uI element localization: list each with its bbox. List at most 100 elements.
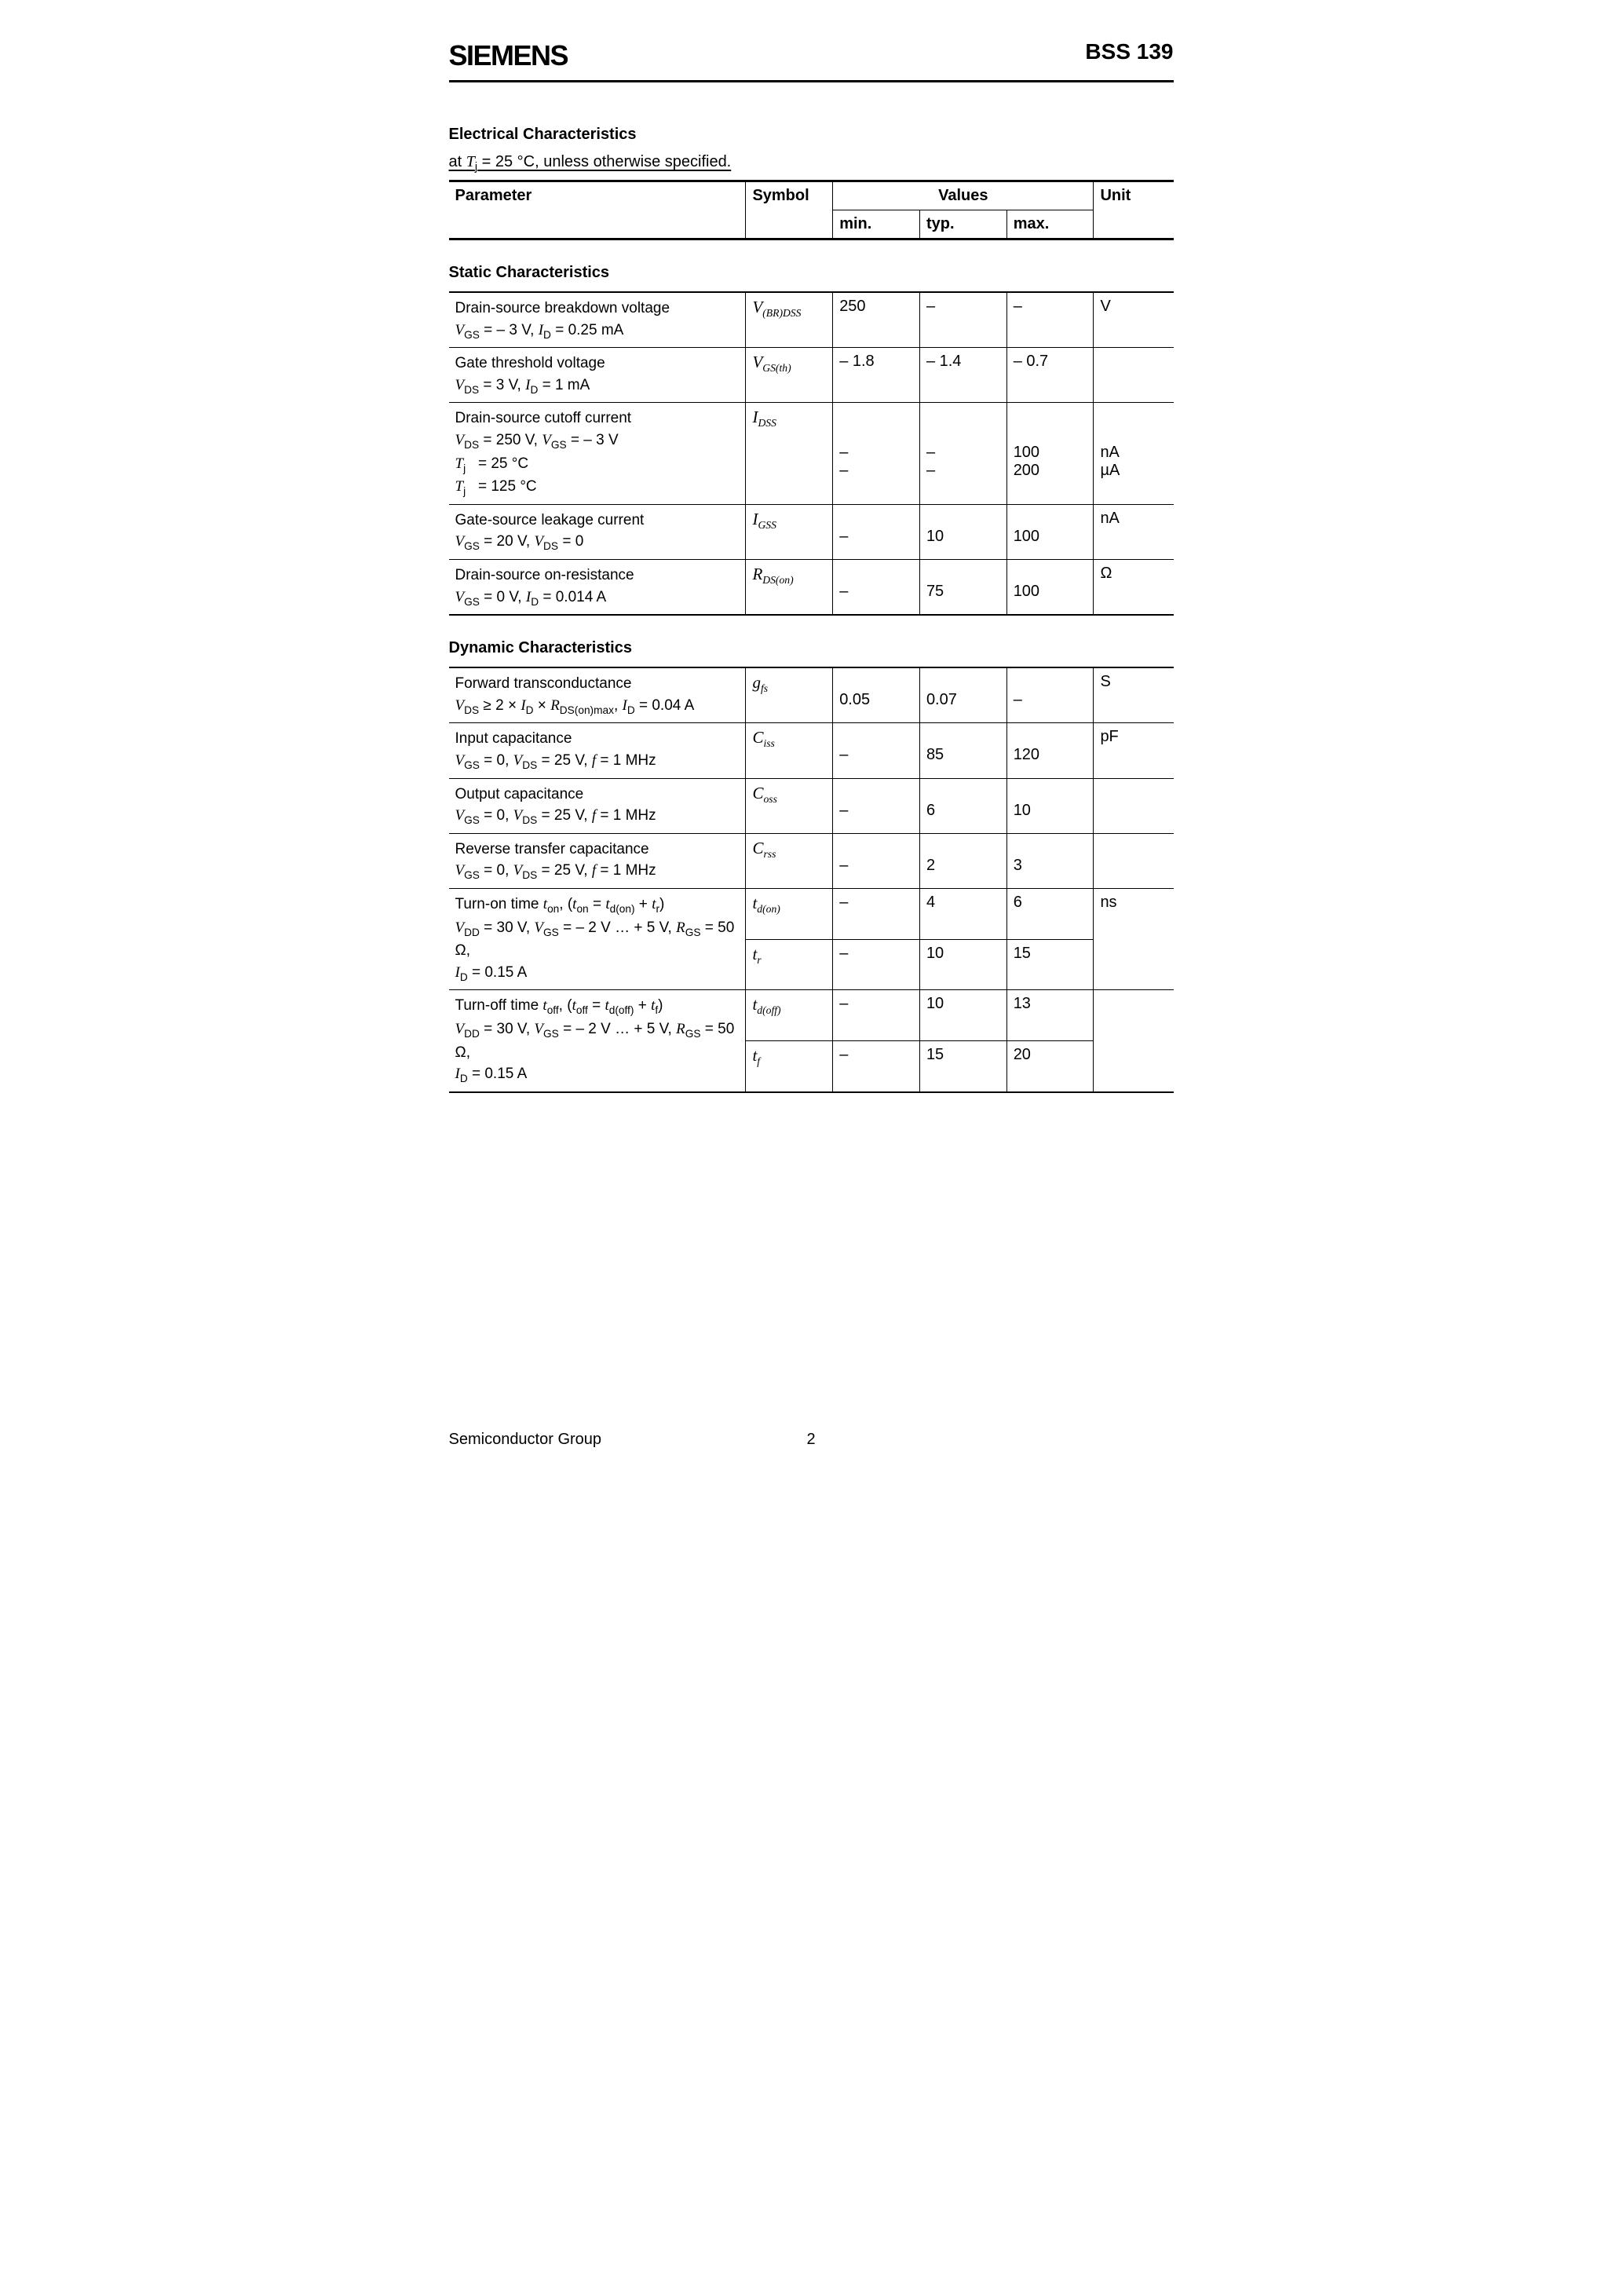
cell-max: – [1006, 292, 1094, 348]
cell-parameter: Output capacitanceVGS = 0, VDS = 25 V, f… [449, 778, 746, 833]
cell-max: 100 [1006, 560, 1094, 616]
cell-parameter: Gate-source leakage currentVGS = 20 V, V… [449, 504, 746, 559]
cell-typ: – 1.4 [919, 348, 1006, 403]
condition-suffix: = 25 °C, unless otherwise specified. [477, 153, 731, 170]
cell-symbol: Ciss [746, 723, 833, 778]
condition-prefix: at [449, 153, 466, 170]
cell-unit [1094, 348, 1174, 403]
cell-min: – [833, 990, 920, 1041]
table-row: Reverse transfer capacitanceVGS = 0, VDS… [449, 833, 1174, 888]
cell-parameter: Drain-source on-resistanceVGS = 0 V, ID … [449, 560, 746, 616]
column-header-table: Parameter Symbol Values Unit min. typ. m… [449, 180, 1174, 240]
cell-typ: 10 [919, 504, 1006, 559]
cell-parameter: Turn-on time ton, (ton = td(on) + tr)VDD… [449, 888, 746, 989]
cell-typ: 6 [919, 778, 1006, 833]
page-footer: Semiconductor Group 2 [449, 1431, 1174, 1449]
cell-symbol: td(off) [746, 990, 833, 1041]
table-row: Input capacitanceVGS = 0, VDS = 25 V, f … [449, 723, 1174, 778]
cell-typ: – [919, 292, 1006, 348]
cell-typ: 2 [919, 833, 1006, 888]
cell-min: 250 [833, 292, 920, 348]
cell-unit: nA [1094, 504, 1174, 559]
cell-symbol: gfs [746, 667, 833, 723]
cell-unit: ns [1094, 888, 1174, 989]
static-characteristics-table: Drain-source breakdown voltageVGS = – 3 … [449, 291, 1174, 616]
condition-line: at Tj = 25 °C, unless otherwise specifie… [449, 153, 1174, 178]
brand-logo: SIEMENS [449, 39, 568, 72]
cell-parameter: Drain-source cutoff currentVDS = 250 V, … [449, 403, 746, 504]
cell-typ: 75 [919, 560, 1006, 616]
cell-max: 100 [1006, 504, 1094, 559]
cell-symbol: RDS(on) [746, 560, 833, 616]
cell-unit [1094, 990, 1174, 1092]
dynamic-characteristics-table: Forward transconductanceVDS ≥ 2 × ID × R… [449, 667, 1174, 1093]
table-row: Forward transconductanceVDS ≥ 2 × ID × R… [449, 667, 1174, 723]
cell-parameter: Forward transconductanceVDS ≥ 2 × ID × R… [449, 667, 746, 723]
cell-max: 15 [1006, 939, 1094, 990]
cell-min: – [833, 888, 920, 939]
cell-symbol: Crss [746, 833, 833, 888]
cell-parameter: Gate threshold voltageVDS = 3 V, ID = 1 … [449, 348, 746, 403]
cell-symbol: V(BR)DSS [746, 292, 833, 348]
cell-unit [1094, 833, 1174, 888]
cell-unit: nAµA [1094, 403, 1174, 504]
page-header: SIEMENS BSS 139 [449, 39, 1174, 82]
cell-parameter: Drain-source breakdown voltageVGS = – 3 … [449, 292, 746, 348]
cell-symbol: IDSS [746, 403, 833, 504]
section-title-static: Static Characteristics [449, 264, 1174, 282]
section-title-electrical: Electrical Characteristics [449, 126, 1174, 144]
cell-typ: 0.07 [919, 667, 1006, 723]
footer-page-number: 2 [806, 1431, 815, 1449]
section-title-dynamic: Dynamic Characteristics [449, 639, 1174, 657]
cell-unit [1094, 778, 1174, 833]
cell-typ: –– [919, 403, 1006, 504]
col-parameter: Parameter [449, 181, 746, 239]
cell-symbol: tr [746, 939, 833, 990]
col-max: max. [1006, 210, 1094, 239]
condition-symbol: T [466, 153, 475, 170]
cell-parameter: Turn-off time toff, (toff = td(off) + tf… [449, 990, 746, 1092]
cell-symbol: Coss [746, 778, 833, 833]
table-row: Drain-source breakdown voltageVGS = – 3 … [449, 292, 1174, 348]
cell-typ: 10 [919, 939, 1006, 990]
cell-min: – [833, 778, 920, 833]
cell-symbol: td(on) [746, 888, 833, 939]
cell-typ: 15 [919, 1041, 1006, 1092]
table-row: Output capacitanceVGS = 0, VDS = 25 V, f… [449, 778, 1174, 833]
footer-left: Semiconductor Group [449, 1431, 602, 1449]
cell-min: – [833, 504, 920, 559]
cell-min: – [833, 833, 920, 888]
table-row: Turn-off time toff, (toff = td(off) + tf… [449, 990, 1174, 1041]
cell-max: 13 [1006, 990, 1094, 1041]
col-unit: Unit [1094, 181, 1174, 239]
cell-min: – [833, 939, 920, 990]
cell-min: – [833, 1041, 920, 1092]
table-row: Drain-source cutoff currentVDS = 250 V, … [449, 403, 1174, 504]
cell-max: 120 [1006, 723, 1094, 778]
cell-max: – [1006, 667, 1094, 723]
cell-typ: 85 [919, 723, 1006, 778]
table-row: Gate-source leakage currentVGS = 20 V, V… [449, 504, 1174, 559]
cell-max: 6 [1006, 888, 1094, 939]
part-number: BSS 139 [1085, 39, 1173, 64]
cell-typ: 4 [919, 888, 1006, 939]
cell-parameter: Input capacitanceVGS = 0, VDS = 25 V, f … [449, 723, 746, 778]
col-min: min. [833, 210, 920, 239]
cell-symbol: VGS(th) [746, 348, 833, 403]
cell-parameter: Reverse transfer capacitanceVGS = 0, VDS… [449, 833, 746, 888]
col-typ: typ. [919, 210, 1006, 239]
cell-symbol: tf [746, 1041, 833, 1092]
datasheet-page: SIEMENS BSS 139 Electrical Characteristi… [406, 0, 1217, 1480]
cell-symbol: IGSS [746, 504, 833, 559]
cell-max: – 0.7 [1006, 348, 1094, 403]
table-row: Drain-source on-resistanceVGS = 0 V, ID … [449, 560, 1174, 616]
cell-unit: V [1094, 292, 1174, 348]
table-row: Turn-on time ton, (ton = td(on) + tr)VDD… [449, 888, 1174, 939]
cell-min: 0.05 [833, 667, 920, 723]
cell-max: 10 [1006, 778, 1094, 833]
cell-min: – 1.8 [833, 348, 920, 403]
table-row: Gate threshold voltageVDS = 3 V, ID = 1 … [449, 348, 1174, 403]
cell-typ: 10 [919, 990, 1006, 1041]
cell-max: 20 [1006, 1041, 1094, 1092]
col-symbol: Symbol [746, 181, 833, 239]
